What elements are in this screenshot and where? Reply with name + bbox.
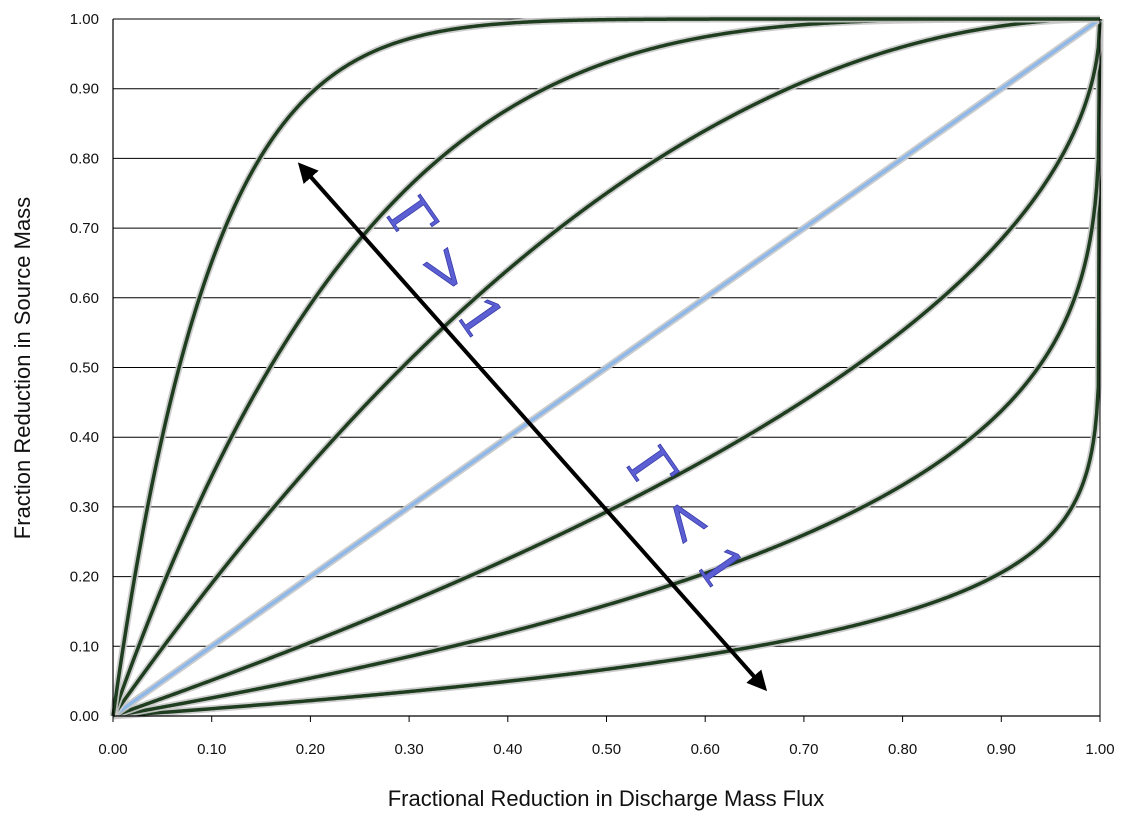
x-tick-label-7: 0.70 — [789, 741, 818, 758]
axes — [112, 19, 1101, 722]
x-tick-label-6: 0.60 — [691, 741, 720, 758]
y-tick-label-9: 0.90 — [70, 81, 99, 98]
x-tick-labels: 0.00 0.10 0.20 0.30 0.40 0.50 0.60 0.70 0.80 0.90… — [98, 741, 1114, 758]
y-tick-label-6: 0.60 — [70, 290, 99, 307]
x-tick-label-5: 0.50 — [592, 741, 621, 758]
double-headed-arrow — [297, 162, 768, 692]
x-tick-label-8: 0.80 — [888, 741, 917, 758]
y-tick-label-10: 1.00 — [70, 11, 99, 28]
y-tick-label-3: 0.30 — [70, 499, 99, 516]
x-axis-title: Fractional Reduction in Discharge Mass F… — [388, 786, 825, 811]
y-tick-label-8: 0.80 — [70, 150, 99, 167]
x-tick-label-3: 0.30 — [394, 741, 423, 758]
x-tick-label-4: 0.40 — [493, 741, 522, 758]
x-tick-label-0: 0.00 — [98, 741, 127, 758]
y-tick-label-1: 0.10 — [70, 638, 99, 655]
y-tick-label-5: 0.50 — [70, 360, 99, 377]
x-tick-label-10: 1.00 — [1085, 741, 1114, 758]
y-tick-label-7: 0.70 — [70, 220, 99, 237]
x-tick-label-9: 0.90 — [987, 741, 1016, 758]
y-tick-label-0: 0.00 — [70, 708, 99, 725]
y-tick-labels: 0.00 0.10 0.20 0.30 0.40 0.50 0.60 0.70 0.80 0.90… — [70, 11, 99, 725]
y-axis-title: Fraction Reduction in Source Mass — [10, 197, 35, 539]
x-tick-label-1: 0.10 — [197, 741, 226, 758]
y-tick-label-2: 0.20 — [70, 569, 99, 586]
x-tick-label-2: 0.20 — [296, 741, 325, 758]
y-tick-label-4: 0.40 — [70, 429, 99, 446]
curve-gamma-0.1 — [111, 17, 1101, 717]
